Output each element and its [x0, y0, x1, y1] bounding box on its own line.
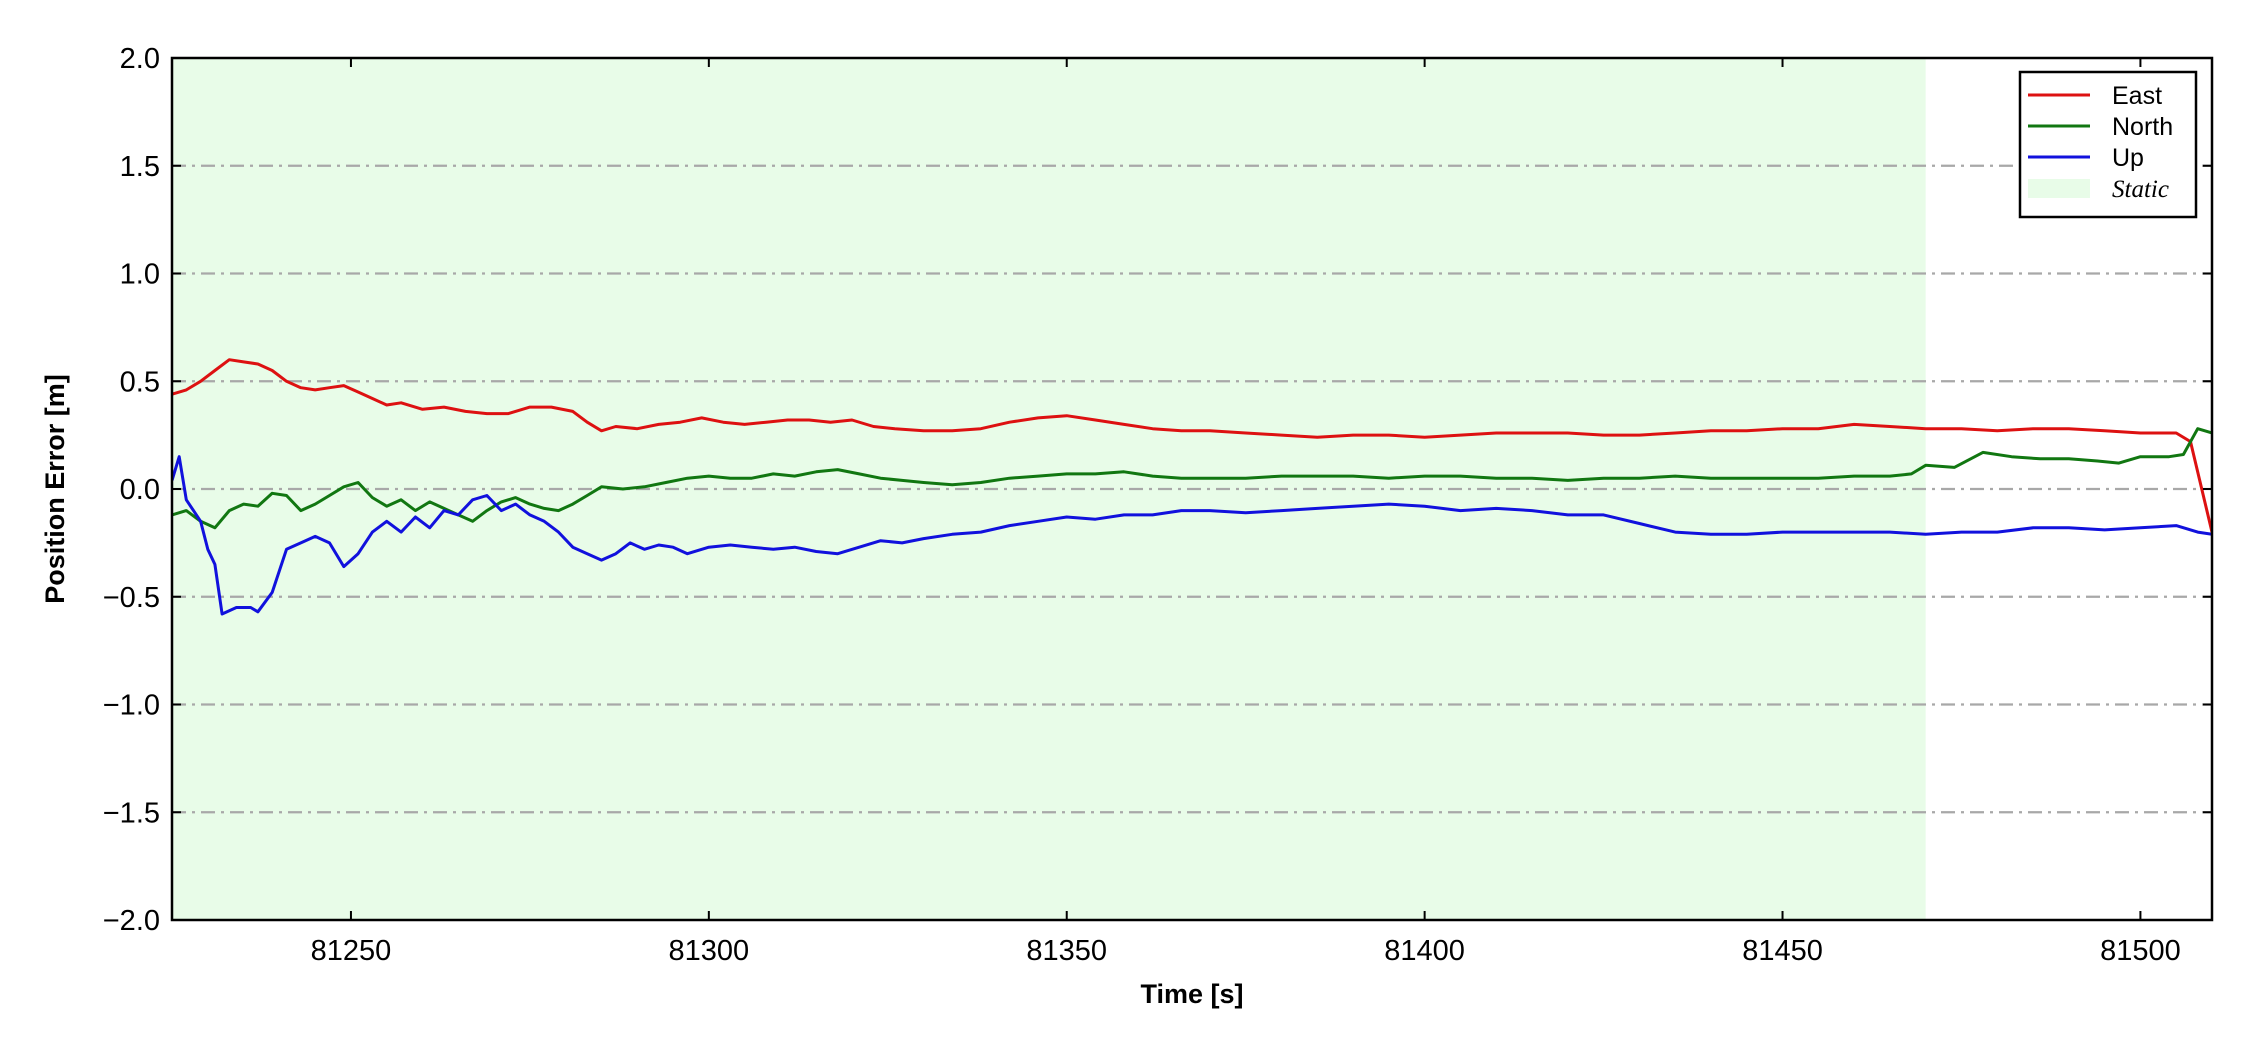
legend-label-static: Static	[2112, 176, 2169, 203]
series-line-up	[172, 455, 2212, 616]
x-tick-label: 81450	[1742, 935, 1823, 967]
legend-swatch-static	[2028, 179, 2090, 198]
legend-label-up: Up	[2112, 144, 2144, 172]
series-line-north	[172, 427, 2212, 530]
y-tick-label: −2.0	[103, 905, 160, 937]
series-line-east	[172, 358, 2212, 533]
series-layer	[172, 358, 2212, 616]
y-tick-label: 1.0	[120, 259, 160, 291]
legend-label-east: East	[2112, 82, 2162, 110]
x-tick-label: 81500	[2100, 935, 2181, 967]
x-axis-title: Time [s]	[1140, 979, 1243, 1009]
y-tick-label: −0.5	[103, 582, 160, 614]
x-tick-label: 81250	[311, 935, 392, 967]
x-tick-label: 81300	[669, 935, 750, 967]
y-axis-title: Position Error [m]	[40, 374, 70, 604]
y-tick-label: −1.5	[103, 797, 160, 829]
y-tick-label: 0.5	[120, 366, 160, 398]
y-tick-label: −1.0	[103, 690, 160, 722]
tick-layer: 2.0 1.5 1.0 0.5 0.0 −0.5 −1.0 −1.5 −2.0 81250 8130…	[103, 43, 2212, 967]
legend-label-north: North	[2112, 113, 2173, 141]
y-tick-label: 0.0	[120, 474, 160, 506]
y-tick-label: 2.0	[120, 43, 160, 75]
grid-layer	[172, 164, 2212, 814]
x-tick-label: 81350	[1026, 935, 1107, 967]
legend: East North Up Static	[2018, 70, 2198, 219]
y-tick-label: 1.5	[120, 151, 160, 183]
x-tick-label: 81400	[1384, 935, 1465, 967]
